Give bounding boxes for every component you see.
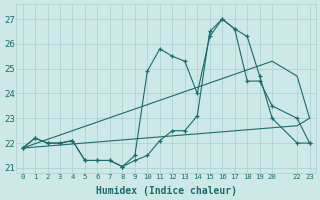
X-axis label: Humidex (Indice chaleur): Humidex (Indice chaleur): [96, 186, 236, 196]
